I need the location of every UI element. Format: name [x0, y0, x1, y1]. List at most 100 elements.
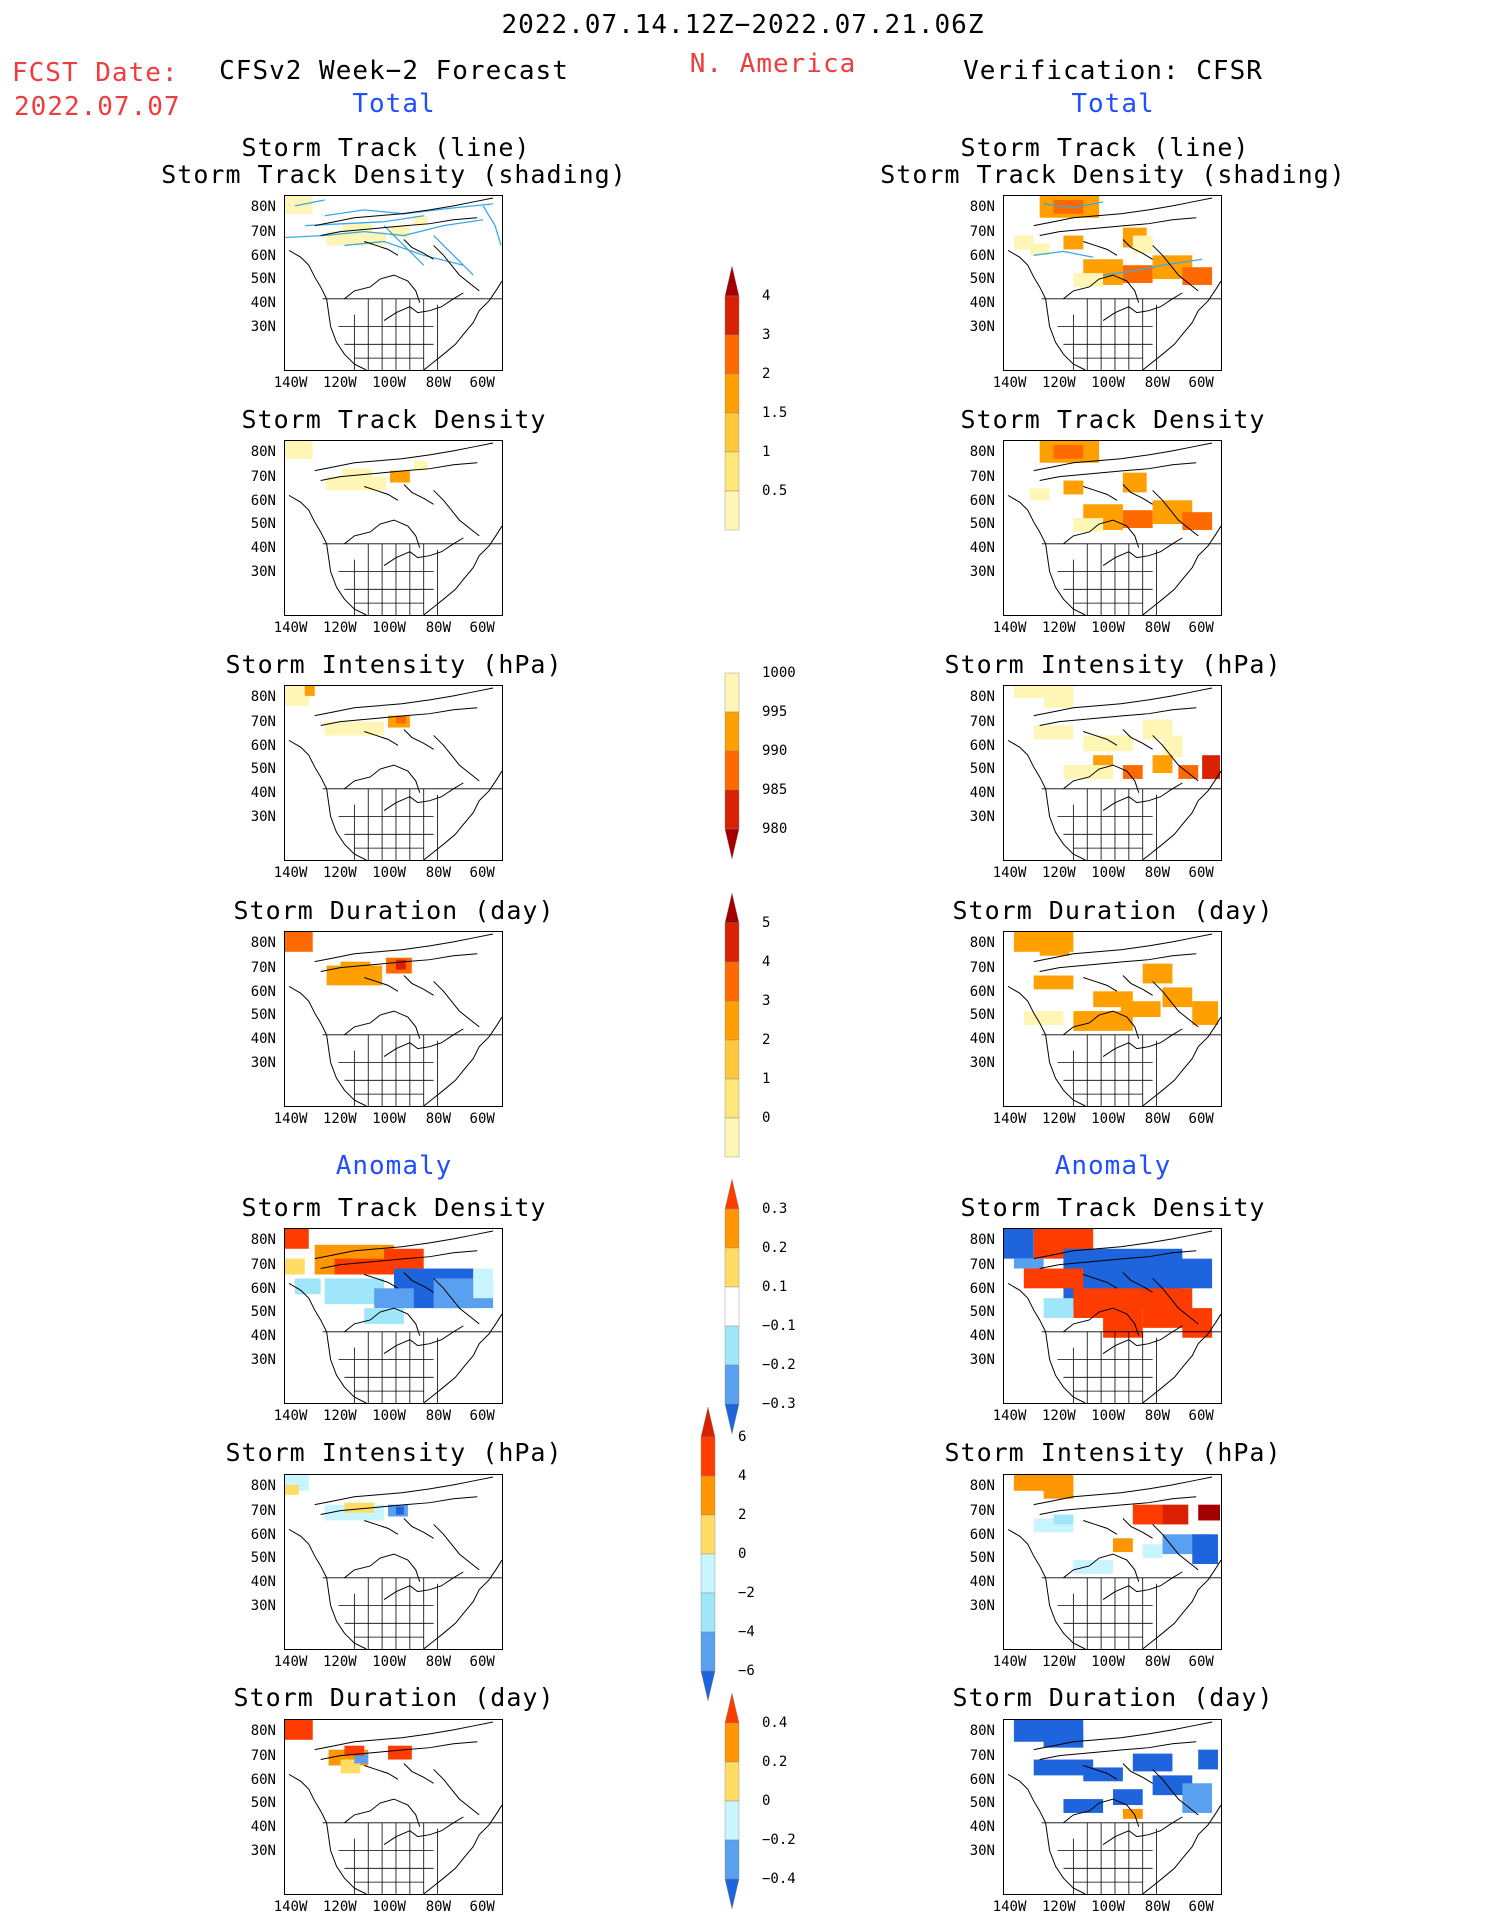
shading-cell [1063, 235, 1084, 250]
storm-track-line [304, 215, 424, 227]
state-borders [322, 543, 502, 615]
lat-tick-label: 80N [969, 444, 995, 461]
colorbar-label: 995 [762, 704, 788, 720]
lat-tick-label: 50N [969, 516, 995, 533]
shading-cell [1182, 1783, 1213, 1813]
lon-tick-label: 100W [372, 1899, 406, 1915]
shading-cell [285, 932, 313, 952]
colorbar-label: −0.2 [762, 1357, 796, 1373]
shading-cell [388, 1745, 412, 1760]
right-storm-track-line-title: Storm Track (line) [960, 133, 1250, 162]
shading-cell [1162, 735, 1183, 758]
shading-cell [1122, 765, 1143, 779]
colorbar-label: 0.2 [762, 1754, 788, 1770]
lon-tick-label: 60W [469, 375, 495, 391]
lon-tick-label: 140W [273, 1899, 308, 1915]
shading-cell [1043, 1488, 1074, 1499]
lon-tick-label: 120W [322, 1899, 357, 1915]
lon-tick-label: 60W [1188, 1654, 1214, 1670]
storm-track-line [324, 203, 494, 217]
colorbar-label: 4 [762, 288, 771, 304]
colorbar-label: 0 [762, 1793, 771, 1809]
lat-tick-label: 60N [969, 983, 995, 1000]
storm-track-line [383, 225, 425, 266]
shading-cell [1122, 510, 1153, 528]
shading-cell [1122, 265, 1153, 283]
shading-cell [1162, 987, 1193, 1008]
shading-cell [1073, 1011, 1133, 1031]
verification-column-title: Verification: CFSR [963, 56, 1263, 86]
lat-tick-label: 50N [250, 761, 276, 778]
colorbar-label: 3 [762, 993, 771, 1009]
lat-tick-label: 50N [250, 271, 276, 288]
map-frame [1003, 1228, 1222, 1404]
colorbar-segment [724, 373, 740, 414]
map-frame [284, 1474, 503, 1650]
shading-cell [334, 1258, 394, 1275]
lat-tick-label: 60N [969, 1526, 995, 1543]
lon-tick-label: 100W [1091, 620, 1125, 636]
lon-tick-label: 60W [1188, 1899, 1214, 1915]
shading-cell [285, 1720, 313, 1740]
lat-tick-label: 40N [250, 540, 276, 557]
colorbar-segment [724, 672, 740, 713]
shading-cell [390, 470, 410, 483]
shading-cell [304, 686, 315, 696]
map-panel: 80N 70N 60N 50N 40N 30N 140W 120W 100W 80W 60W [970, 931, 1222, 1127]
lon-tick-label: 80W [1144, 1654, 1171, 1670]
lat-tick-label: 60N [250, 983, 276, 1000]
map-canvas [1007, 1720, 1221, 1894]
colorbar-segment [724, 1078, 740, 1119]
lon-tick-label: 140W [273, 1408, 308, 1424]
shading-cell [413, 460, 428, 471]
right-anom-storm-duration-title: Storm Duration (day) [952, 1683, 1274, 1712]
colorbar-label: 2 [738, 1507, 747, 1523]
map-frame [1003, 685, 1222, 861]
lat-tick-label: 70N [250, 468, 276, 485]
shading-cell [1033, 975, 1074, 990]
storm-track-line [482, 205, 502, 246]
state-borders [1041, 788, 1221, 860]
lon-tick-label: 80W [1144, 1111, 1171, 1127]
verification-anomaly-label: Anomaly [1054, 1151, 1172, 1181]
lat-tick-label: 70N [250, 959, 276, 976]
lat-tick-label: 40N [969, 295, 995, 312]
lon-tick-label: 80W [425, 1899, 452, 1915]
lon-tick-label: 60W [1188, 1408, 1214, 1424]
lat-tick-label: 80N [250, 199, 276, 216]
lat-tick-label: 50N [250, 516, 276, 533]
colorbar-segment [724, 711, 740, 752]
state-borders [1041, 1034, 1221, 1106]
shading-cell [1029, 488, 1050, 501]
lon-tick-label: 80W [425, 865, 452, 881]
state-borders [322, 298, 502, 370]
map-panel: 80N 70N 60N 50N 40N 30N 140W 120W 100W 80W 60W [970, 1474, 1222, 1670]
lon-tick-label: 120W [322, 1654, 357, 1670]
map-frame [284, 931, 503, 1107]
colorbar-label: 0.3 [762, 1201, 788, 1217]
left-storm-intensity-title: Storm Intensity (hPa) [225, 650, 563, 679]
map-frame [284, 1228, 503, 1404]
lon-tick-label: 80W [425, 1408, 452, 1424]
colorbar-segment [724, 1208, 740, 1249]
colorbar-label: 3 [762, 327, 771, 343]
shading-cell [1103, 1317, 1143, 1338]
shading-cell [473, 1268, 494, 1299]
map-frame [284, 440, 503, 616]
colorbar-segment [700, 1514, 716, 1555]
storm-track-line [1033, 250, 1094, 258]
state-borders [322, 1822, 502, 1894]
shading-cell [1152, 755, 1173, 773]
shading-cell [1073, 1560, 1113, 1574]
colorbar-label: 0 [738, 1546, 747, 1562]
lon-tick-label: 140W [992, 1408, 1027, 1424]
lat-tick-label: 30N [250, 809, 276, 825]
lon-tick-label: 60W [1188, 620, 1214, 636]
lat-tick-label: 70N [250, 1747, 276, 1764]
shading-cell [326, 476, 387, 491]
lat-tick-label: 40N [969, 1574, 995, 1591]
colorbar-segment [724, 1692, 740, 1724]
lat-tick-label: 50N [250, 1550, 276, 1567]
lat-tick-label: 60N [250, 492, 276, 509]
lat-tick-label: 50N [969, 1550, 995, 1567]
